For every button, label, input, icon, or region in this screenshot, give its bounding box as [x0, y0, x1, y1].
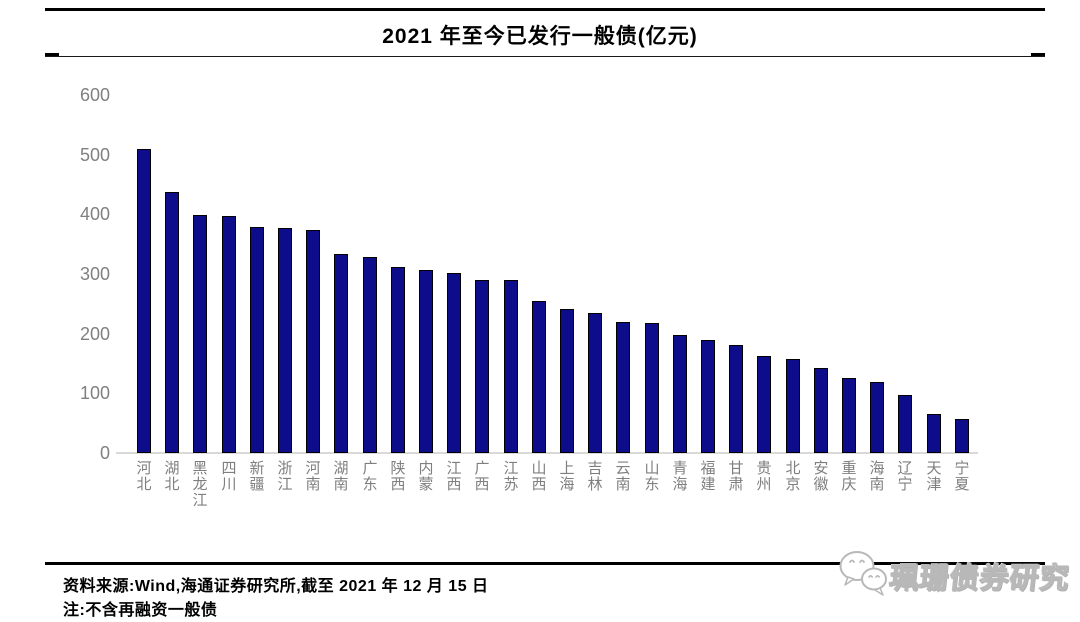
bar [278, 228, 292, 453]
watermark: 珮珊债券研究 [838, 548, 1072, 604]
bar [701, 340, 715, 453]
data-note: 注:不含再融资一般债 [63, 602, 218, 619]
x-label: 贵州 [756, 461, 772, 493]
bar [532, 301, 546, 453]
x-label: 广西 [474, 461, 490, 493]
x-label: 河南 [305, 461, 321, 493]
x-label: 云南 [615, 461, 631, 493]
x-label: 天津 [926, 461, 942, 493]
x-label: 陕西 [390, 461, 406, 493]
x-label: 北京 [785, 461, 801, 493]
x-label: 江西 [446, 461, 462, 493]
bar [334, 254, 348, 453]
bar [757, 356, 771, 453]
y-tick-label: 200 [79, 323, 110, 344]
x-label: 安徽 [813, 461, 829, 493]
watermark-text: 珮珊债券研究 [887, 562, 1072, 595]
x-label: 福建 [700, 461, 716, 493]
bar [447, 273, 461, 453]
x-label: 上海 [559, 461, 575, 493]
x-label: 山西 [531, 461, 547, 493]
y-tick-label: 100 [79, 383, 110, 404]
x-axis-line [116, 452, 978, 454]
bar [927, 414, 941, 453]
x-label: 黑龙江 [192, 461, 208, 509]
y-tick-label: 400 [79, 204, 110, 225]
bar [870, 382, 884, 453]
x-label: 新疆 [249, 461, 265, 493]
x-label: 山东 [644, 461, 660, 493]
bar [391, 267, 405, 453]
bar [814, 368, 828, 453]
bar [673, 335, 687, 453]
x-label: 辽宁 [897, 461, 913, 493]
bar [250, 227, 264, 453]
bar [616, 322, 630, 453]
bar [137, 149, 151, 453]
bar [504, 280, 518, 453]
x-label: 湖北 [164, 461, 180, 493]
bar [588, 313, 602, 453]
x-label: 吉林 [587, 461, 603, 493]
x-label: 重庆 [841, 461, 857, 493]
bar [842, 378, 856, 453]
title-rule-right-cap [1031, 53, 1045, 56]
bar [560, 309, 574, 453]
x-label: 海南 [869, 461, 885, 493]
bar [645, 323, 659, 453]
bar [363, 257, 377, 453]
bar [419, 270, 433, 453]
title-rule [45, 56, 1045, 57]
bar [165, 192, 179, 453]
bar [222, 216, 236, 453]
bar [475, 280, 489, 453]
bar [306, 230, 320, 453]
y-tick-label: 500 [79, 144, 110, 165]
x-label: 广东 [362, 461, 378, 493]
title-rule-left-cap [45, 53, 59, 56]
bar [729, 345, 743, 453]
x-label: 青海 [672, 461, 688, 493]
x-label: 四川 [221, 461, 237, 493]
x-label: 宁夏 [954, 461, 970, 493]
x-label: 甘肃 [728, 461, 744, 493]
x-label: 内蒙 [418, 461, 434, 493]
bar [898, 395, 912, 453]
bar [193, 215, 207, 453]
footer-rule [45, 562, 1045, 565]
x-label: 浙江 [277, 461, 293, 493]
y-tick-label: 0 [99, 443, 110, 463]
chart-title: 2021 年至今已发行一般债(亿元) [382, 25, 698, 48]
x-label: 河北 [136, 461, 152, 493]
top-rule [45, 8, 1045, 11]
y-tick-label: 600 [79, 84, 110, 105]
source-note: 资料来源:Wind,海通证券研究所,截至 2021 年 12 月 15 日 [63, 578, 489, 595]
x-label: 湖南 [333, 461, 349, 493]
y-tick-label: 300 [79, 263, 110, 284]
x-label: 江苏 [503, 461, 519, 493]
bar [786, 359, 800, 453]
wechat-icon [838, 549, 890, 604]
bar [955, 419, 969, 453]
